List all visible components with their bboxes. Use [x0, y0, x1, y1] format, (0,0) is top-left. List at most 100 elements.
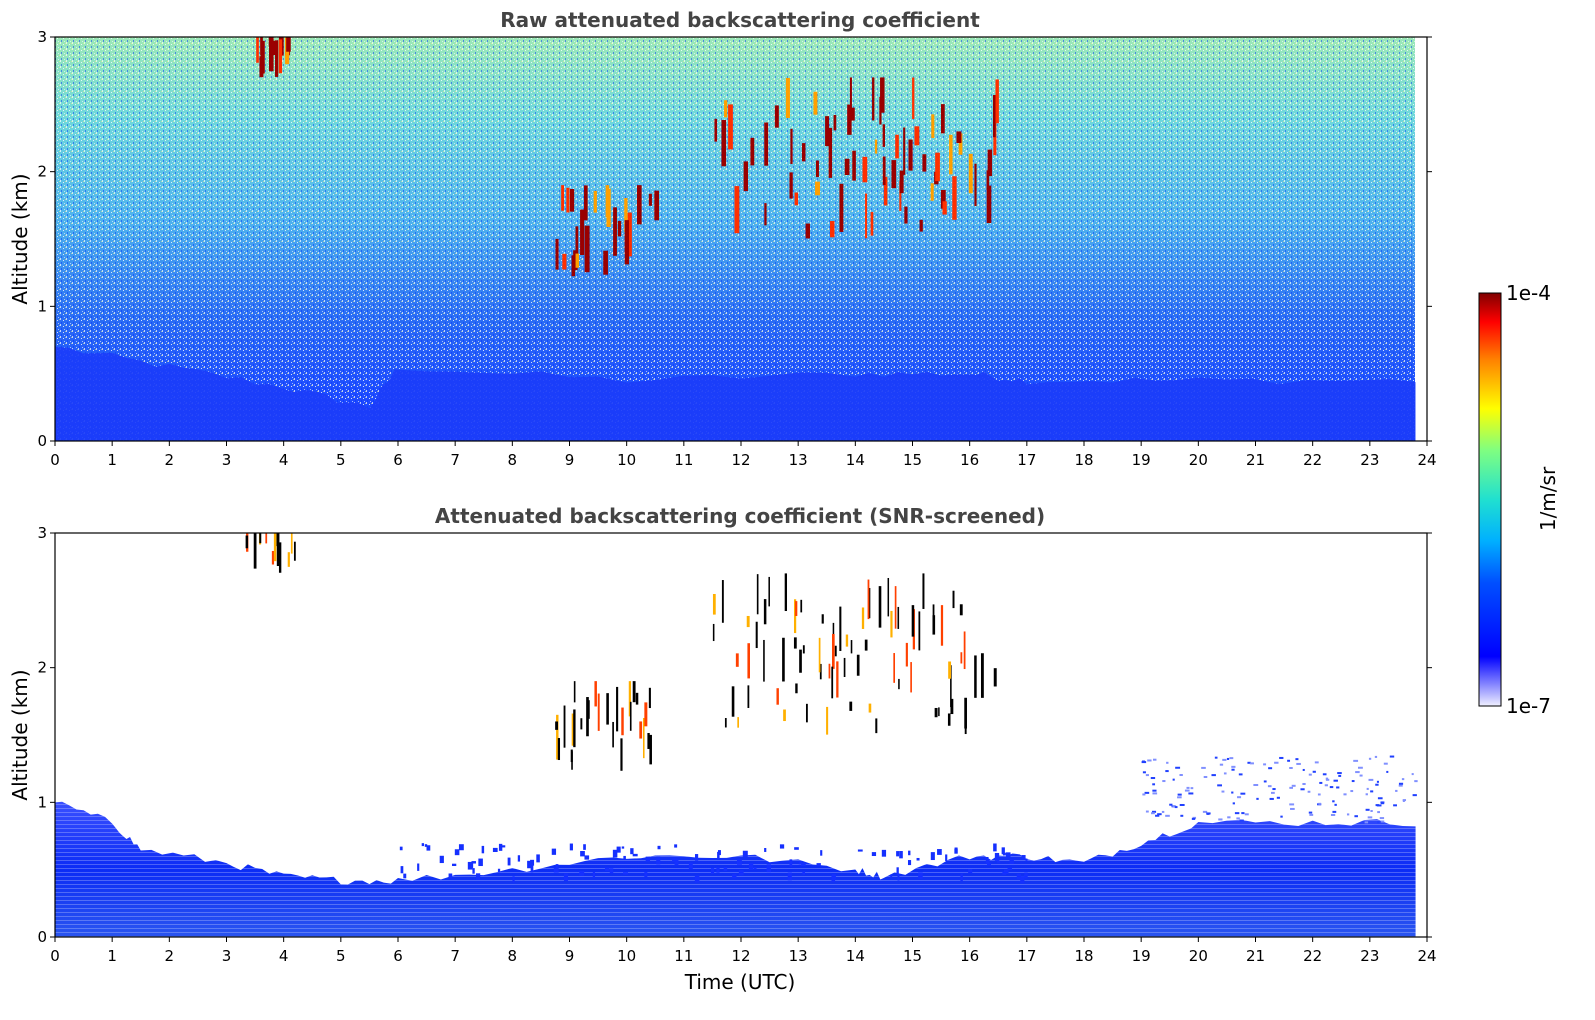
noise-speck: [1177, 796, 1182, 799]
cloud-streak: [942, 201, 947, 215]
screened-axes: 0 1 2 3 4 5 6 7 8 9 10 11 12 13 14 15 16 17 18 19 20 21 22 23 24…: [37, 524, 1436, 965]
cloud-streak: [964, 702, 967, 735]
cloud-streak: [756, 574, 759, 615]
cloud-streak: [728, 104, 733, 150]
cloud-streak: [940, 605, 944, 646]
noise-speck: [1219, 763, 1224, 766]
noise-speck: [1234, 812, 1240, 815]
bl-top-speck: [918, 872, 923, 879]
cloud-streak: [763, 639, 765, 682]
noise-speck: [1232, 802, 1235, 805]
bl-top-speck: [584, 855, 590, 860]
bl-top-speck: [716, 867, 720, 873]
cloud-streak: [621, 707, 624, 736]
x-tick-label: 19: [1132, 947, 1151, 965]
noise-speck: [1218, 818, 1223, 821]
noise-speck: [1329, 786, 1334, 789]
cloud-streak: [932, 615, 936, 635]
cloud-streak: [795, 601, 798, 616]
bl-top-speck: [469, 863, 474, 869]
cloud-streak: [768, 576, 770, 607]
noise-speck: [1175, 766, 1181, 769]
cloud-streak: [831, 666, 834, 699]
bl-top-speck: [718, 850, 721, 856]
cloud-streak: [795, 683, 798, 694]
noise-speck: [1152, 758, 1157, 761]
x-tick-label: 8: [508, 947, 518, 965]
bl-top-speck: [764, 848, 767, 852]
bl-top-speck: [674, 844, 678, 848]
bl-top-speck: [481, 845, 485, 854]
noise-speck: [1375, 783, 1379, 786]
cloud-streak: [764, 203, 767, 226]
x-tick-label: 18: [1074, 947, 1093, 965]
screened-panel-title: Attenuated backscattering coefficient (S…: [435, 504, 1045, 528]
noise-speck: [1368, 757, 1372, 760]
cloud-streak: [644, 702, 648, 727]
bl-top-speck: [656, 856, 661, 865]
noise-speck: [1386, 770, 1389, 773]
bl-top-speck: [994, 852, 1000, 861]
bl-top-speck: [890, 874, 893, 878]
noise-speck: [1346, 813, 1350, 816]
cloud-streak: [893, 653, 896, 683]
noise-speck: [1318, 802, 1322, 805]
cloud-streak: [269, 37, 274, 72]
bl-top-speck: [583, 844, 586, 850]
noise-speck: [1376, 780, 1379, 783]
noise-speck: [1365, 808, 1370, 811]
cloud-streak: [721, 580, 724, 623]
bl-top-speck: [530, 859, 535, 866]
cloud-streak: [789, 172, 793, 199]
bl-top-speck: [551, 848, 557, 855]
cloud-streak: [918, 611, 921, 651]
cloud-streak: [992, 94, 996, 138]
cloud-streak: [813, 91, 818, 115]
bl-top-speck: [399, 846, 403, 851]
cloud-streak: [903, 127, 906, 175]
noise-speck: [1155, 814, 1160, 817]
bl-top-speck: [555, 864, 559, 869]
bl-top-speck: [621, 846, 625, 849]
cloud-streak: [862, 156, 868, 183]
cloud-streak: [958, 133, 963, 155]
x-tick-label: 23: [1360, 451, 1379, 469]
cloud-streak: [287, 552, 290, 567]
x-tick-label: 22: [1303, 947, 1322, 965]
cloud-streak: [783, 709, 786, 722]
colorbar-unit-label: 1/m/sr: [1536, 466, 1560, 531]
bl-top-speck: [426, 845, 431, 851]
bl-top-speck: [857, 849, 863, 852]
bl-top-speck: [779, 844, 785, 849]
cloud-streak: [890, 610, 893, 638]
noise-speck: [1150, 812, 1155, 815]
cloud-streak: [603, 250, 608, 275]
cloud-streak: [950, 698, 954, 715]
screened-backscatter-panel: Attenuated backscattering coefficient (S…: [8, 504, 1437, 994]
raw-cloud-features: [256, 37, 1427, 441]
noise-speck: [1145, 774, 1149, 777]
raw-y-axis-label: Altitude (km): [8, 173, 32, 304]
cloud-streak: [828, 127, 833, 178]
cloud-streak: [584, 225, 590, 273]
cloud-streak: [839, 606, 842, 651]
noise-speck: [1302, 768, 1305, 771]
bl-top-speck: [512, 876, 515, 883]
noise-speck: [1221, 790, 1225, 793]
cloud-streak: [870, 211, 874, 236]
x-tick-label: 4: [279, 947, 289, 965]
noise-speck: [1317, 793, 1321, 796]
noise-speck: [1376, 804, 1382, 807]
cloud-streak: [290, 533, 293, 554]
noise-speck: [1367, 816, 1373, 819]
bl-top-speck: [968, 868, 973, 874]
noise-speck: [1188, 792, 1194, 795]
bl-top-speck: [536, 854, 540, 863]
noise-speck: [1350, 790, 1354, 793]
cloud-streak: [894, 586, 897, 629]
cloud-streak: [712, 623, 715, 642]
cloud-streak: [882, 156, 886, 186]
noise-speck: [1202, 810, 1208, 813]
x-tick-label: 0: [50, 451, 60, 469]
bl-top-speck: [801, 862, 806, 866]
